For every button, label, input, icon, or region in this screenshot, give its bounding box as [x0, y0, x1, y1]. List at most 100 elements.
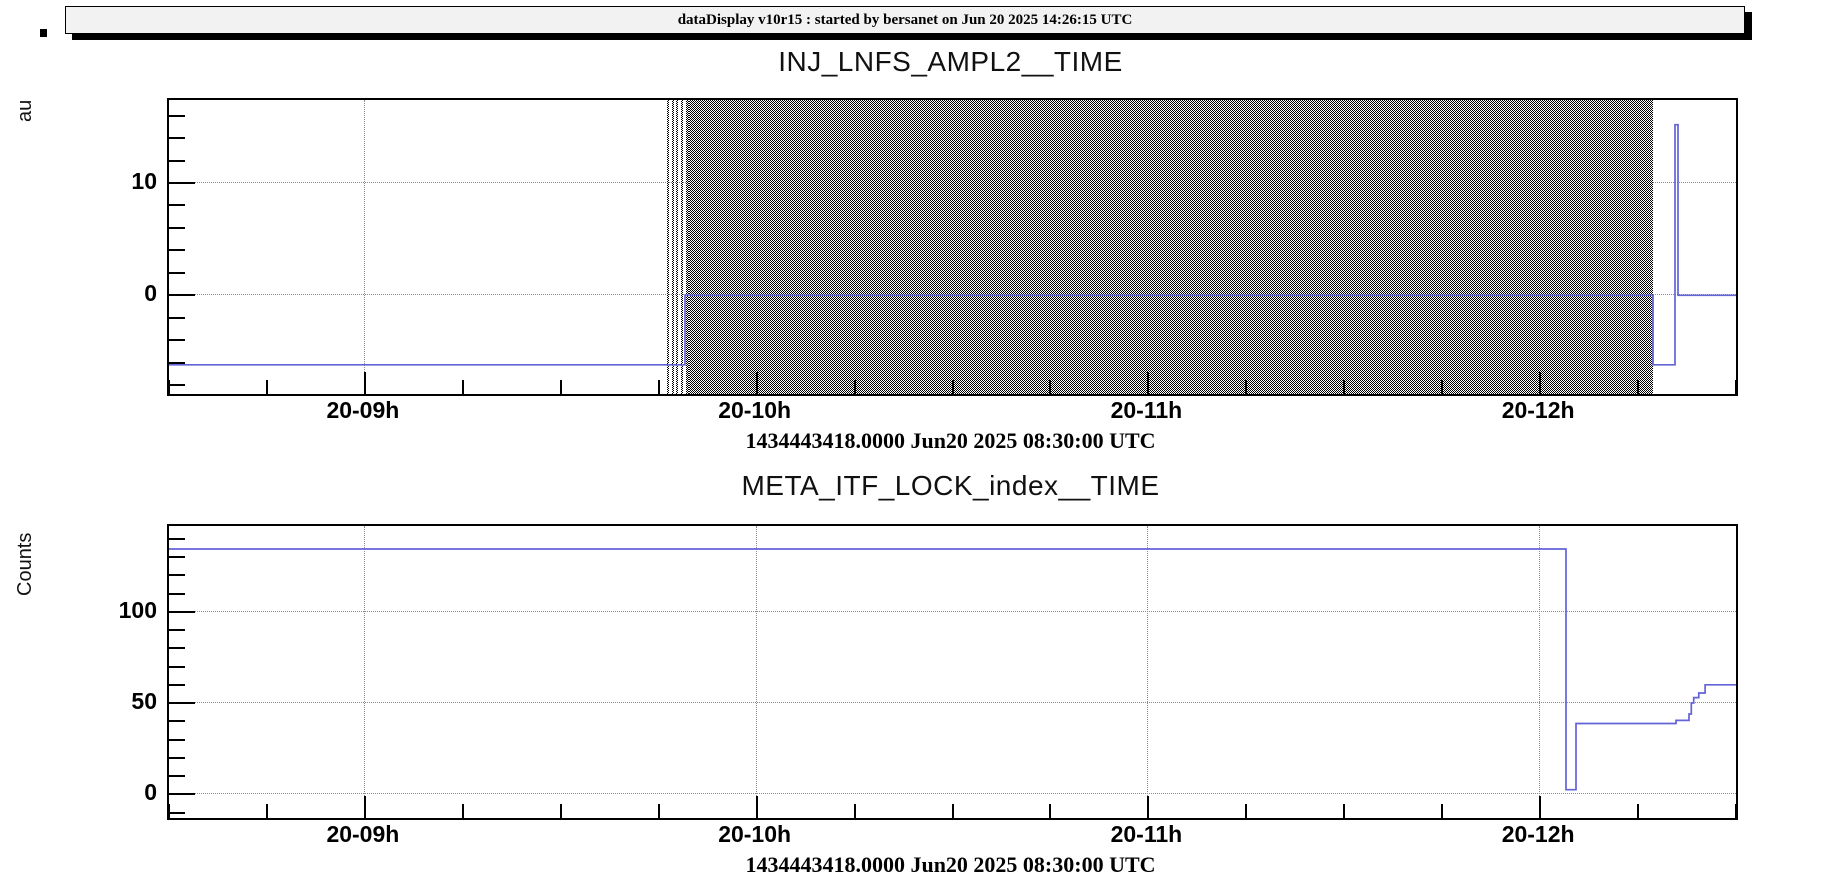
gridline-vertical	[363, 526, 365, 818]
x-minor-tick	[1735, 804, 1737, 818]
x-minor-tick	[265, 804, 268, 818]
y-major-tick	[169, 294, 195, 297]
x-minor-tick	[657, 380, 660, 394]
y-minor-tick	[169, 271, 185, 274]
y-minor-tick	[169, 756, 185, 759]
plot-title: META_ITF_LOCK_index__TIME	[741, 470, 1160, 501]
gridline-horizontal	[169, 793, 1736, 795]
x-minor-tick	[1637, 804, 1640, 818]
y-minor-tick	[169, 811, 185, 814]
y-minor-tick	[169, 683, 185, 686]
y-major-tick	[169, 793, 195, 796]
y-minor-tick	[169, 720, 185, 723]
y-axis-label: Counts	[14, 532, 36, 596]
x-minor-tick	[1245, 380, 1248, 394]
x-minor-tick	[1343, 380, 1346, 394]
y-axis-label: au	[14, 99, 36, 122]
x-minor-tick	[1637, 380, 1640, 394]
gridline-horizontal	[169, 610, 1736, 612]
y-minor-tick	[169, 592, 185, 595]
y-tick-label: 0	[144, 280, 157, 307]
x-tick-label: 20-09h	[326, 821, 400, 847]
x-minor-tick	[1049, 380, 1052, 394]
y-minor-tick	[169, 137, 185, 140]
x-minor-tick	[951, 380, 954, 394]
y-major-tick	[169, 610, 195, 613]
y-minor-tick	[169, 537, 185, 540]
x-major-tick	[755, 796, 758, 818]
plot-canvas[interactable]	[167, 524, 1738, 820]
signal-trace	[169, 123, 1736, 366]
saturated-signal-stripe	[676, 100, 679, 394]
y-major-tick	[169, 182, 195, 185]
y-tick-label: 50	[131, 688, 157, 715]
x-minor-tick	[461, 804, 464, 818]
x-major-tick	[1539, 372, 1542, 394]
gridline-vertical	[1539, 526, 1541, 818]
y-major-tick	[169, 702, 195, 705]
signal-polyline	[169, 548, 1736, 791]
y-minor-tick	[169, 159, 185, 162]
saturated-signal-stripe	[680, 100, 683, 394]
x-minor-tick	[168, 380, 170, 394]
y-minor-tick	[169, 629, 185, 632]
y-minor-tick	[169, 574, 185, 577]
y-minor-tick	[169, 665, 185, 668]
y-minor-tick	[169, 226, 185, 229]
y-tick-label: 10	[131, 168, 157, 195]
x-tick-label: 20-11h	[1110, 397, 1183, 423]
x-minor-tick	[853, 804, 856, 818]
app-title-bar: dataDisplay v10r15 : started by bersanet…	[65, 6, 1745, 34]
plot-title: INJ_LNFS_AMPL2__TIME	[778, 46, 1123, 77]
x-minor-tick	[853, 380, 856, 394]
x-major-tick	[1147, 796, 1150, 818]
x-minor-tick	[951, 804, 954, 818]
gridline-vertical	[1147, 526, 1149, 818]
y-minor-tick	[169, 339, 185, 342]
x-tick-label: 20-12h	[1501, 821, 1575, 847]
y-tick-label: 100	[118, 596, 157, 623]
x-minor-tick	[1735, 380, 1737, 394]
saturated-signal-stripe	[685, 100, 689, 394]
y-minor-tick	[169, 316, 185, 319]
gridline-vertical	[755, 526, 757, 818]
x-tick-label: 20-11h	[1110, 821, 1183, 847]
y-tick-label: 0	[144, 779, 157, 806]
y-minor-tick	[169, 249, 185, 252]
x-major-tick	[755, 372, 758, 394]
y-minor-tick	[169, 775, 185, 778]
x-major-tick	[1147, 372, 1150, 394]
window-edge-mark	[40, 29, 47, 37]
saturated-signal-stripe	[667, 100, 670, 394]
x-tick-label: 20-10h	[718, 821, 792, 847]
y-minor-tick	[169, 114, 185, 117]
x-minor-tick	[1049, 804, 1052, 818]
x-minor-tick	[559, 804, 562, 818]
x-minor-tick	[1441, 804, 1444, 818]
x-tick-label: 20-09h	[326, 397, 400, 423]
x-minor-tick	[265, 380, 268, 394]
saturated-signal-stripe	[671, 100, 674, 394]
y-minor-tick	[169, 647, 185, 650]
signal-trace	[169, 548, 1736, 791]
x-minor-tick	[657, 804, 660, 818]
y-minor-tick	[169, 361, 185, 364]
app-title-text: dataDisplay v10r15 : started by bersanet…	[677, 11, 1133, 28]
x-major-tick	[1539, 796, 1542, 818]
x-minor-tick	[559, 380, 562, 394]
x-minor-tick	[168, 804, 170, 818]
gridline-horizontal	[169, 702, 1736, 704]
y-minor-tick	[169, 204, 185, 207]
x-major-tick	[363, 372, 366, 394]
plot-canvas[interactable]	[167, 98, 1738, 396]
signal-polyline	[169, 123, 1736, 366]
x-minor-tick	[1441, 380, 1444, 394]
y-minor-tick	[169, 384, 185, 387]
y-minor-tick	[169, 738, 185, 741]
y-minor-tick	[169, 556, 185, 559]
x-minor-tick	[1245, 804, 1248, 818]
gridline-vertical	[363, 100, 365, 394]
gps-timestamp: 1434443418.0000 Jun20 2025 08:30:00 UTC	[745, 852, 1156, 877]
gps-timestamp: 1434443418.0000 Jun20 2025 08:30:00 UTC	[745, 428, 1156, 453]
